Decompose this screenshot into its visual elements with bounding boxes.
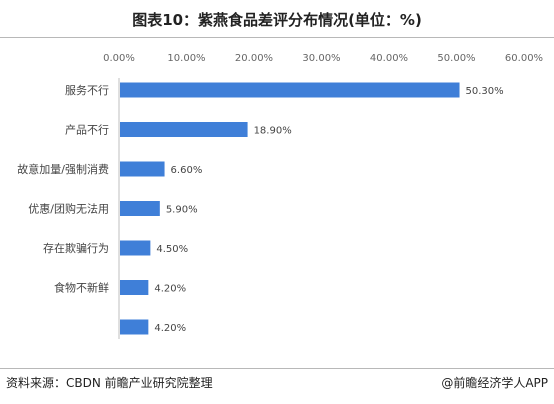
bar-chart: 0.00% 10.00% 20.00% 30.00% 40.00% 50.00% 60.00… (17, 53, 543, 339)
x-tick-label: 0.00% (103, 53, 135, 64)
bottom-divider (0, 368, 554, 369)
category-label: 服务不行 (65, 84, 109, 97)
data-label: 50.30% (466, 86, 504, 97)
data-label: 6.60% (171, 165, 203, 176)
bar (120, 161, 165, 177)
x-tick-label: 40.00% (370, 53, 408, 64)
chart-title: 图表10：紫燕食品差评分布情况(单位：%) (132, 11, 422, 29)
bar (120, 82, 460, 98)
data-label: 4.20% (154, 323, 186, 334)
category-label: 优惠/团购无法用 (28, 202, 109, 216)
data-label: 5.90% (166, 205, 198, 216)
x-tick-label: 20.00% (235, 53, 273, 64)
category-label: 产品不行 (65, 123, 109, 137)
data-label: 4.20% (154, 284, 186, 295)
category-label: 食物不新鲜 (54, 281, 109, 295)
x-tick-label: 50.00% (437, 53, 475, 64)
bar (120, 122, 248, 137)
bar (120, 319, 149, 335)
data-label: 4.50% (156, 244, 188, 255)
source-note: 资料来源：CBDN 前瞻产业研究院整理 (6, 376, 213, 390)
bar (120, 201, 160, 216)
x-tick-label: 60.00% (505, 53, 543, 64)
brand-credit: @前瞻经济学人APP (441, 376, 548, 390)
bar (120, 240, 151, 256)
bar (120, 280, 149, 295)
top-divider (0, 37, 554, 38)
x-tick-label: 10.00% (167, 53, 205, 64)
data-label: 18.90% (254, 126, 292, 137)
category-label: 存在欺骗行为 (43, 241, 109, 255)
category-label: 故意加量/强制消费 (17, 162, 109, 176)
x-tick-label: 30.00% (302, 53, 340, 64)
